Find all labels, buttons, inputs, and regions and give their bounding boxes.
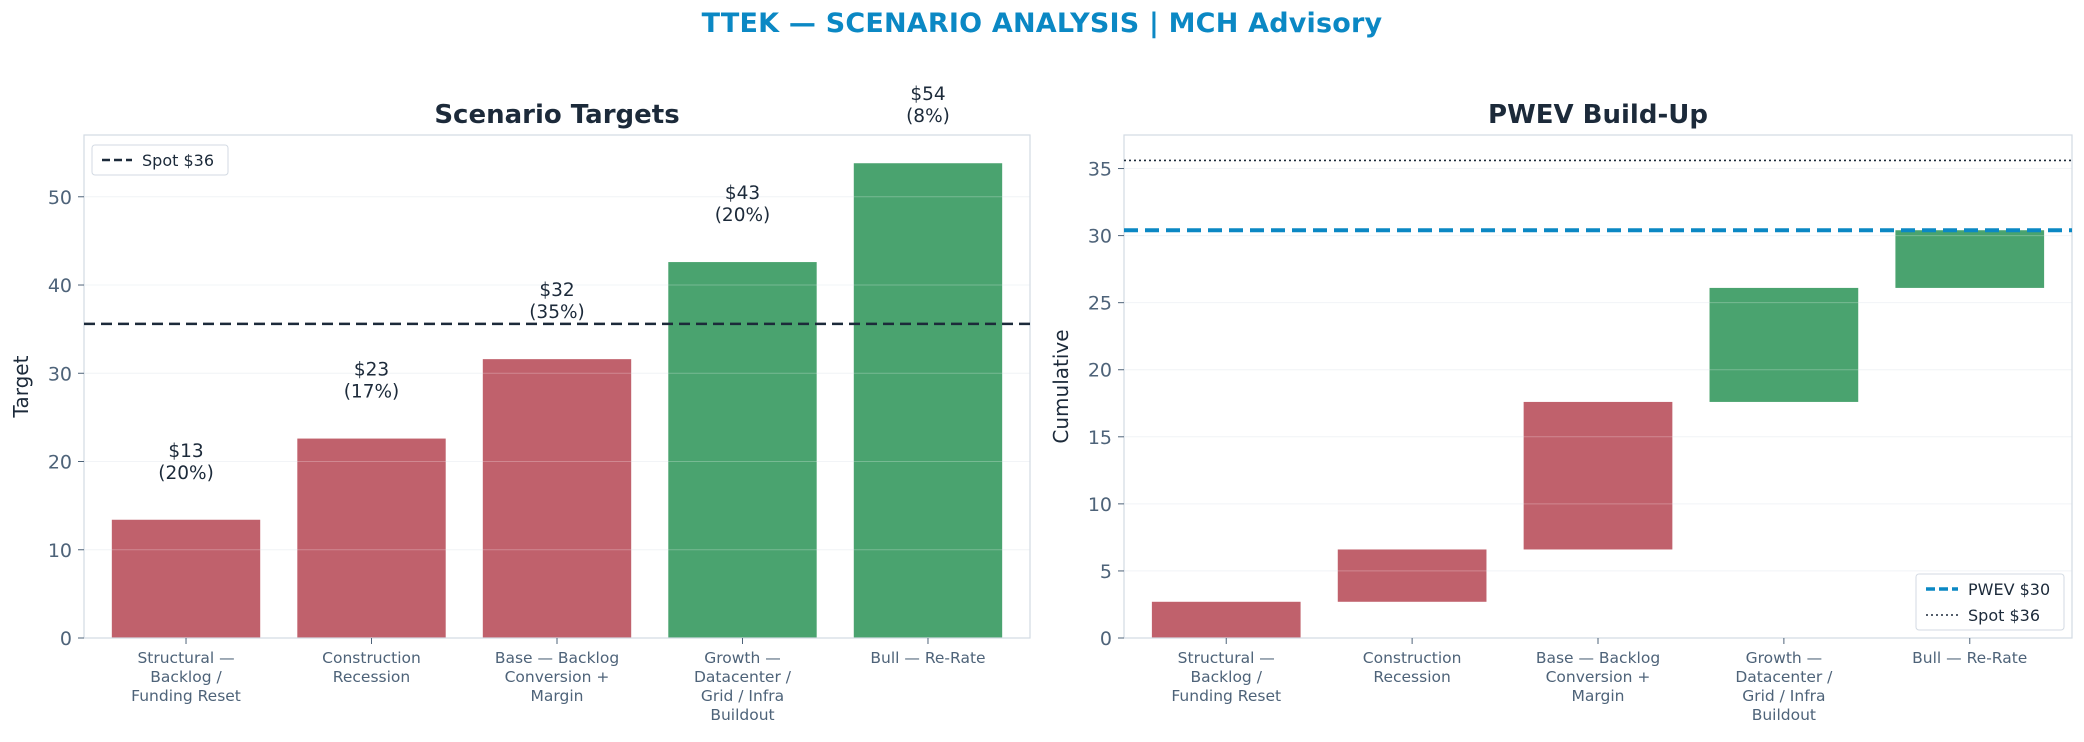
x-tick-label-line: Margin xyxy=(1572,687,1625,705)
x-tick-label: Construction Recession xyxy=(322,649,421,686)
x-tick-label-line: Recession xyxy=(333,668,410,686)
x-tick-label-line: Construction xyxy=(322,649,421,667)
y-tick-label: 10 xyxy=(1088,494,1112,516)
x-tick-label: Bull — Re-Rate xyxy=(870,649,985,667)
data-label-line: (20%) xyxy=(715,205,771,226)
y-tick-label: 5 xyxy=(1100,561,1112,583)
data-label-line: (20%) xyxy=(158,463,214,484)
data-label: $13 (20%) xyxy=(158,441,214,484)
bar xyxy=(853,163,1003,639)
x-tick-label-line: Buildout xyxy=(710,706,774,724)
legend-label: Spot $36 xyxy=(1968,606,2040,625)
y-tick-label: 0 xyxy=(1100,628,1112,650)
x-tick-label-line: Bull — Re-Rate xyxy=(870,649,985,667)
waterfall-bar xyxy=(1709,287,1859,402)
x-tick-label-line: Structural — xyxy=(137,649,234,667)
plot-frame xyxy=(1123,134,2073,639)
waterfall-bar xyxy=(1895,230,2045,288)
x-tick-label: Bull — Re-Rate xyxy=(1912,649,2027,667)
x-tick-label-line: Funding Reset xyxy=(131,687,241,705)
y-tick-label: 20 xyxy=(48,452,72,474)
x-tick-label-line: Base — Backlog xyxy=(1536,649,1660,667)
y-tick-label: 40 xyxy=(48,275,72,297)
chart-title: Scenario Targets xyxy=(434,100,679,130)
x-tick-label-line: Growth — xyxy=(1746,649,1823,667)
legend-label: PWEV $30 xyxy=(1968,580,2050,599)
x-tick-label: Base — Backlog Conversion + Margin xyxy=(495,649,619,705)
bar xyxy=(297,438,446,638)
data-label-line: $32 xyxy=(539,280,574,301)
waterfall-bar xyxy=(1337,549,1487,602)
x-tick-label: Base — Backlog Conversion + Margin xyxy=(1536,649,1660,705)
chart-title: PWEV Build-Up xyxy=(1488,100,1708,130)
y-tick-label: 30 xyxy=(1088,226,1112,248)
y-tick-label: 35 xyxy=(1088,159,1112,181)
y-tick-label: 0 xyxy=(60,628,72,650)
x-tick-label: Structural — Backlog / Funding Reset xyxy=(1171,649,1281,705)
legend-box xyxy=(91,144,229,176)
data-label-line: $13 xyxy=(168,441,203,462)
y-tick-label: 20 xyxy=(1088,360,1112,382)
y-axis-label: Target xyxy=(9,355,33,418)
y-tick-label: 15 xyxy=(1088,427,1112,449)
x-tick-label-line: Datacenter / xyxy=(694,668,792,686)
data-label-line: (17%) xyxy=(344,382,400,403)
data-label-line: $23 xyxy=(354,360,389,381)
x-tick-label-line: Base — Backlog xyxy=(495,649,619,667)
data-label: $43 (20%) xyxy=(715,183,771,226)
x-tick-label-line: Bull — Re-Rate xyxy=(1912,649,2027,667)
x-tick-label-line: Buildout xyxy=(1752,706,1816,724)
pwev-buildup-chart: 0 5 10 15 20 25 30 35 Structural — Backlog / Fundi… xyxy=(1049,100,2073,724)
data-label: $54 (8%) xyxy=(906,84,950,127)
data-label: $32 (35%) xyxy=(529,280,585,323)
x-tick-label-line: Backlog / xyxy=(150,668,222,686)
x-tick-label-line: Datacenter / xyxy=(1735,668,1833,686)
x-tick-label: Structural — Backlog / Funding Reset xyxy=(131,649,241,705)
x-tick-label-line: Growth — xyxy=(704,649,781,667)
x-tick-label: Construction Recession xyxy=(1363,649,1462,686)
x-tick-label-line: Backlog / xyxy=(1191,668,1263,686)
x-tick-label-line: Recession xyxy=(1373,668,1450,686)
data-label-line: $54 xyxy=(910,84,945,105)
data-label-line: (35%) xyxy=(529,302,585,323)
data-label-line: (8%) xyxy=(906,106,950,127)
legend-label: Spot $36 xyxy=(142,151,214,170)
x-tick-label-line: Grid / Infra xyxy=(1742,687,1825,705)
x-tick-label-line: Structural — xyxy=(1178,649,1275,667)
x-tick-label-line: Conversion + xyxy=(1546,668,1651,686)
bar xyxy=(668,262,817,638)
data-label-line: $43 xyxy=(725,183,760,204)
y-tick-label: 50 xyxy=(48,187,72,209)
x-tick-label-line: Construction xyxy=(1363,649,1462,667)
y-tick-label: 25 xyxy=(1088,293,1112,315)
x-tick-label-line: Conversion + xyxy=(505,668,610,686)
waterfall-bar xyxy=(1523,401,1673,550)
bar xyxy=(111,519,261,638)
scenario-targets-chart: 0 10 20 30 40 50 Structural — Backlog / Funding … xyxy=(9,84,1031,724)
x-tick-label-line: Grid / Infra xyxy=(701,687,784,705)
data-label: $23 (17%) xyxy=(344,360,400,403)
x-tick-label: Growth — Datacenter / Grid / Infra Buildout xyxy=(1735,649,1833,724)
waterfall-bar xyxy=(1151,601,1301,638)
y-tick-label: 30 xyxy=(48,363,72,385)
x-tick-label-line: Funding Reset xyxy=(1171,687,1281,705)
x-tick-label: Growth — Datacenter / Grid / Infra Buildout xyxy=(694,649,792,724)
x-tick-label-line: Margin xyxy=(531,687,584,705)
figure-title: TTEK — SCENARIO ANALYSIS | MCH Advisory xyxy=(701,8,1383,39)
bar xyxy=(482,359,632,638)
y-tick-label: 10 xyxy=(48,540,72,562)
y-axis-label: Cumulative xyxy=(1049,329,1073,443)
